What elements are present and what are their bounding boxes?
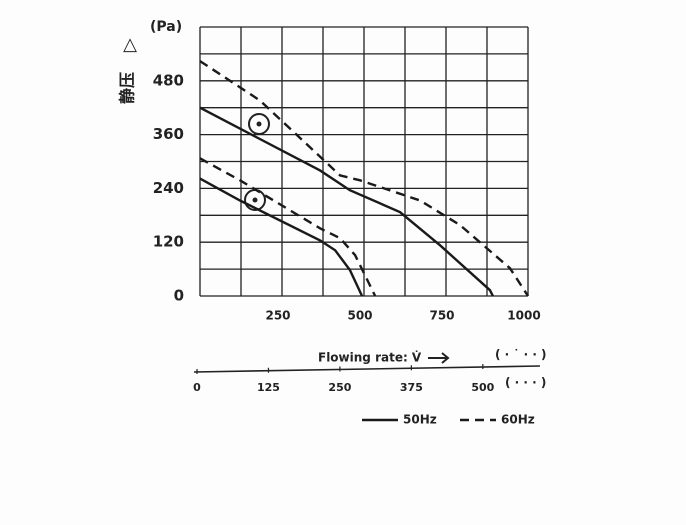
y-label: 静压 — [118, 72, 137, 104]
x-label: Flowing rate: V̇ — [318, 350, 422, 364]
y-label-symbol: △ — [123, 34, 137, 55]
y-tick-label: 120 — [153, 233, 184, 251]
x-arrow — [428, 352, 450, 364]
curve — [199, 177, 364, 297]
x2-tick-label: 375 — [400, 381, 423, 394]
x2-tick-label: 0 — [193, 381, 201, 394]
legend-label: 60Hz — [501, 413, 535, 427]
curve — [199, 157, 377, 297]
x2-unit: ( · · · ) — [505, 376, 546, 390]
y-tick-label: 240 — [153, 179, 184, 197]
x-unit: ( · ˙ · · ) — [495, 348, 547, 362]
curve — [199, 60, 530, 297]
marker-dot — [256, 121, 262, 127]
x-tick-label: 750 — [429, 309, 454, 323]
y-tick-label: 0 — [174, 287, 184, 305]
y-unit: (Pa) — [150, 19, 182, 35]
curve — [199, 106, 494, 297]
legend-label: 50Hz — [403, 413, 437, 427]
x2-tick-label: 500 — [471, 381, 494, 394]
x-tick-label: 250 — [265, 309, 290, 323]
x2-tick-label: 125 — [257, 381, 280, 394]
x2-tick-label: 250 — [328, 381, 351, 394]
marker-dot — [252, 197, 258, 203]
y-tick-label: 360 — [153, 125, 184, 143]
x-tick-label: 1000 — [507, 309, 540, 323]
y-tick-label: 480 — [153, 71, 184, 89]
x-tick-label: 500 — [347, 309, 372, 323]
